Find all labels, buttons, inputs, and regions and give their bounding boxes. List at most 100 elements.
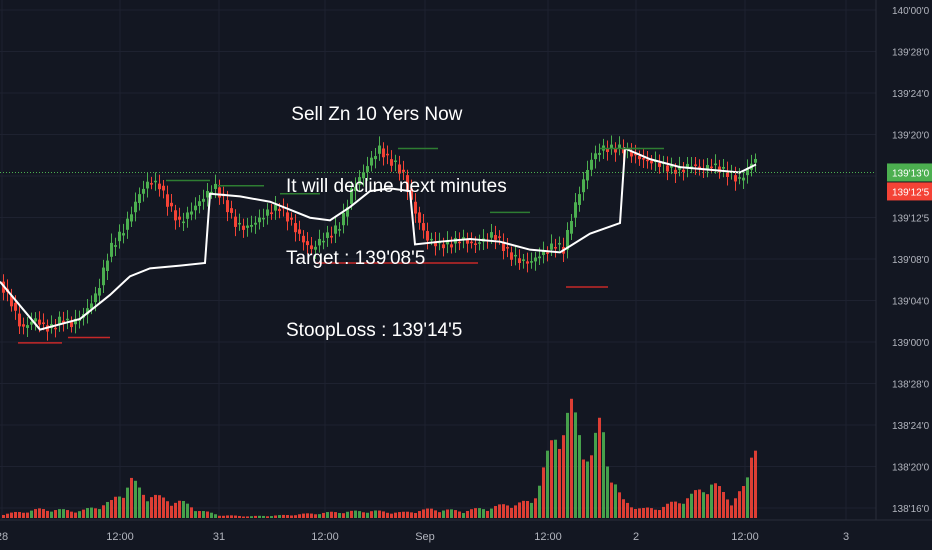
volume-bar xyxy=(354,510,357,518)
candle-body xyxy=(650,160,653,164)
volume-bar xyxy=(150,497,153,518)
trade-annotation: Sell Zn 10 Yers Now It will decline next… xyxy=(286,55,507,391)
volume-bar xyxy=(10,512,13,518)
volume-bar xyxy=(246,516,249,518)
volume-bar xyxy=(226,515,229,518)
candle-body xyxy=(398,164,401,174)
candle-body xyxy=(526,261,529,264)
candle-body xyxy=(250,224,253,227)
price-axis-label: 139'08'0 xyxy=(892,255,930,266)
volume-bar xyxy=(30,510,33,518)
volume-bar xyxy=(410,512,413,518)
volume-bar xyxy=(278,515,281,518)
candle-body xyxy=(338,229,341,231)
volume-bar xyxy=(622,499,625,518)
volume-bar xyxy=(634,508,637,518)
candle-body xyxy=(582,179,585,193)
candle-body xyxy=(86,308,89,315)
candle-body xyxy=(386,153,389,156)
candle-body xyxy=(194,205,197,211)
volume-bar xyxy=(666,503,669,518)
volume-bar xyxy=(450,509,453,518)
price-axis-label: 139'24'0 xyxy=(892,89,930,100)
candle-body xyxy=(746,167,749,176)
candle-body xyxy=(586,170,589,181)
candle-body xyxy=(574,202,577,218)
time-axis-label: 28 xyxy=(0,531,8,543)
volume-bar xyxy=(470,509,473,518)
candle-body xyxy=(698,166,701,169)
candle-body xyxy=(198,201,201,207)
volume-bar xyxy=(242,516,245,518)
volume-bar xyxy=(526,501,529,518)
volume-bar xyxy=(166,501,169,518)
volume-bar xyxy=(86,508,89,518)
candle-body xyxy=(318,238,321,246)
volume-bar xyxy=(702,492,705,518)
candle-body xyxy=(166,194,169,207)
candle-body xyxy=(190,211,193,215)
volume-bar xyxy=(494,506,497,518)
candle-body xyxy=(234,216,237,227)
volume-bar xyxy=(710,484,713,518)
volume-bar xyxy=(458,511,461,518)
volume-bar xyxy=(578,435,581,518)
time-axis-label: 12:00 xyxy=(731,531,759,543)
candle-body xyxy=(618,144,621,149)
candle-body xyxy=(630,151,633,157)
candle-body xyxy=(462,237,465,240)
volume-bar xyxy=(230,515,233,518)
candle-body xyxy=(298,229,301,234)
candle-body xyxy=(350,188,353,204)
candle-body xyxy=(378,145,381,154)
candle-body xyxy=(94,293,97,303)
volume-bar xyxy=(590,455,593,518)
volume-bar xyxy=(42,509,45,518)
candle-body xyxy=(210,191,213,194)
candle-body xyxy=(690,166,693,168)
volume-bar xyxy=(426,508,429,518)
candle-body xyxy=(254,222,257,225)
candle-body xyxy=(726,170,729,177)
volume-bar xyxy=(98,509,101,518)
candle-body xyxy=(174,210,177,221)
candle-body xyxy=(302,235,305,243)
volume-bar xyxy=(134,480,137,518)
volume-bar xyxy=(738,491,741,518)
candle-body xyxy=(522,259,525,261)
volume-bar xyxy=(234,515,237,518)
candle-body xyxy=(510,252,513,260)
candle-body xyxy=(126,218,129,230)
volume-bar xyxy=(6,513,9,518)
candle-body xyxy=(498,236,501,238)
volume-bar xyxy=(434,510,437,518)
volume-bar xyxy=(394,512,397,518)
volume-bar xyxy=(26,512,29,518)
volume-bar xyxy=(182,501,185,518)
candle-body xyxy=(610,144,613,149)
candle-body xyxy=(294,223,297,233)
volume-bar xyxy=(66,510,69,518)
time-axis-label: 12:00 xyxy=(534,531,562,543)
candle-body xyxy=(242,225,245,230)
candle-body xyxy=(34,318,37,322)
volume-bar xyxy=(514,505,517,518)
volume-bar xyxy=(222,515,225,518)
volume-bar xyxy=(602,432,605,518)
volume-bar xyxy=(22,512,25,518)
candle-body xyxy=(62,320,65,324)
candle-body xyxy=(286,212,289,222)
volume-bar xyxy=(2,514,5,518)
volume-bar xyxy=(630,507,633,518)
candle-body xyxy=(26,325,29,328)
volume-bar xyxy=(646,507,649,518)
candle-body xyxy=(706,165,709,169)
volume-bar xyxy=(694,490,697,518)
volume-bar xyxy=(318,514,321,518)
volume-bar xyxy=(594,432,597,518)
volume-bar xyxy=(474,508,477,518)
volume-bar xyxy=(266,516,269,518)
volume-bar xyxy=(82,509,85,518)
